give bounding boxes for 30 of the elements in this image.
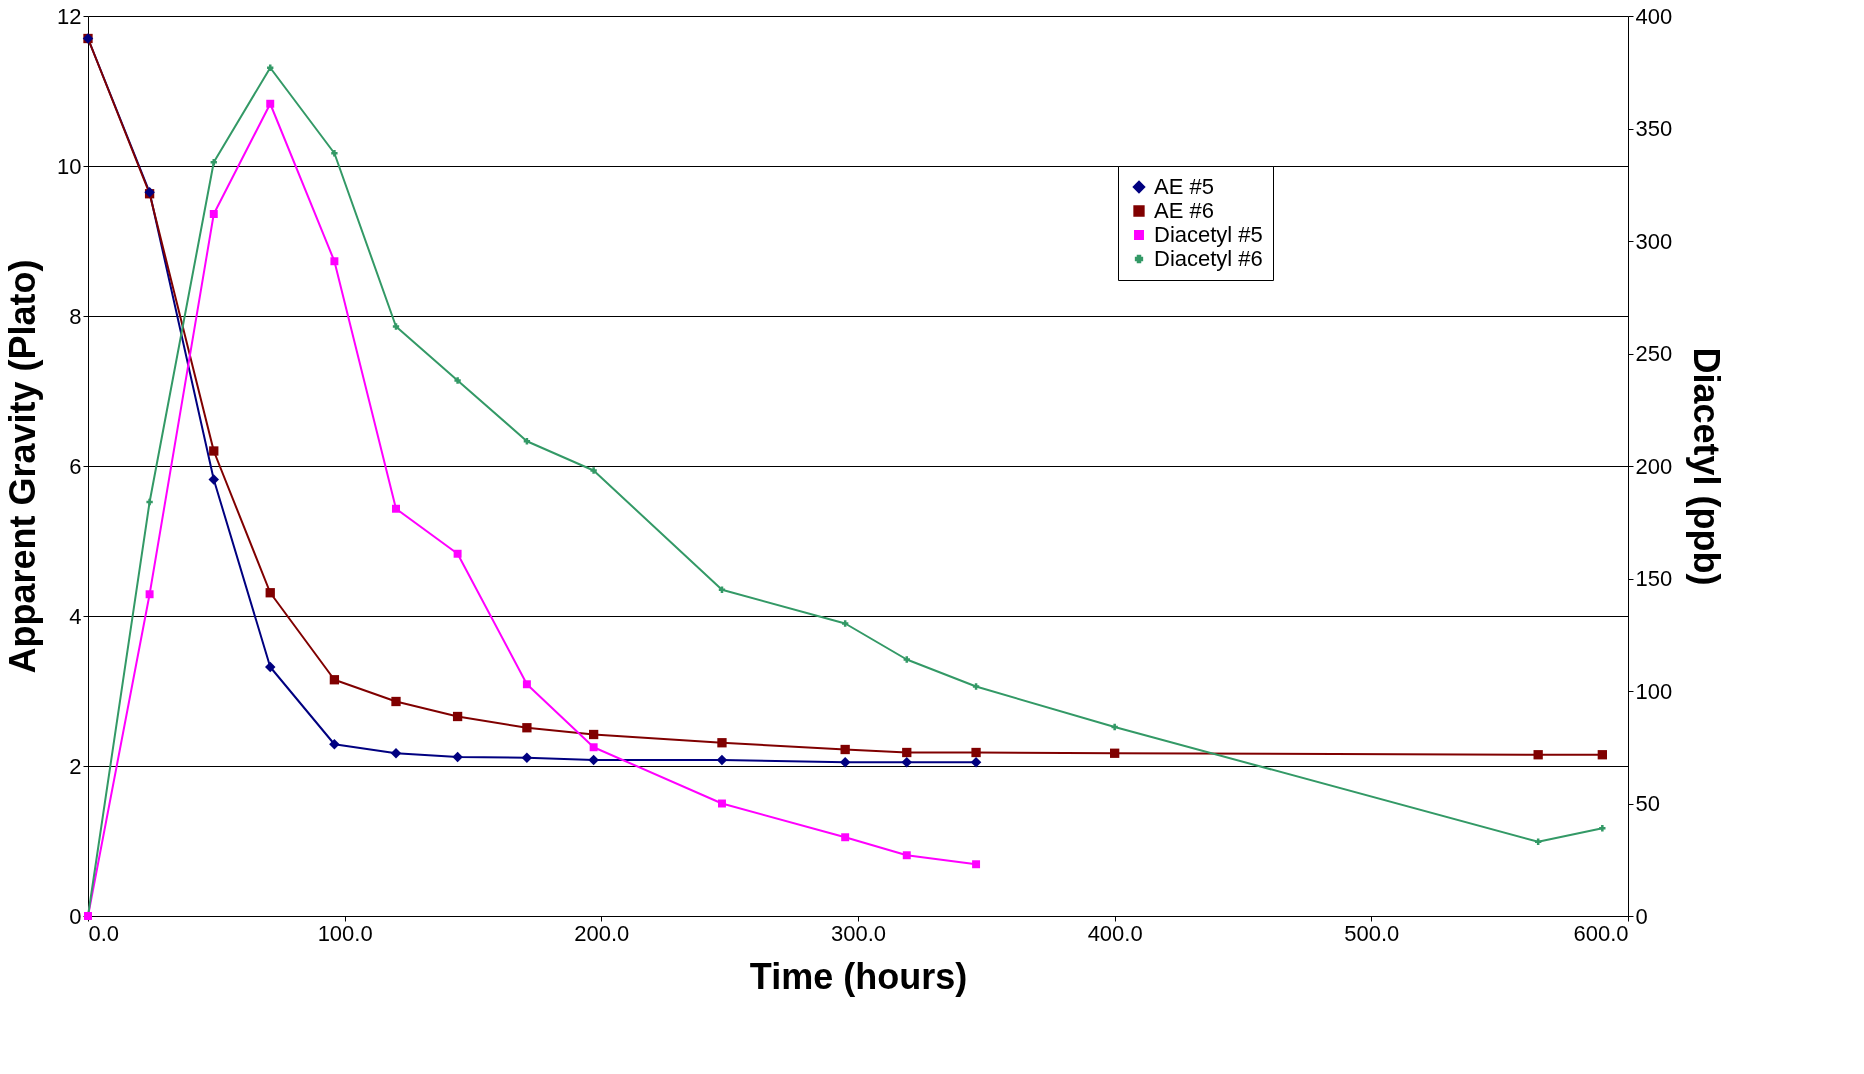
y2-tick-label: 300 (1635, 228, 1673, 254)
x-tick-label: 500.0 (1344, 920, 1400, 946)
x-axis-title: Time (hours) (749, 955, 968, 997)
x-tick-label: 600.0 (1573, 920, 1629, 946)
y-axis-title: Apparent Gravity (Plato) (2, 259, 44, 674)
y-tick-label: 8 (69, 303, 82, 329)
legend-label: AE #5 (1154, 174, 1214, 199)
x-tick-label: 300.0 (830, 920, 887, 946)
legend-label: Diacetyl #5 (1154, 222, 1263, 247)
y2-tick-label: 250 (1635, 341, 1673, 366)
y2-tick-label: 50 (1635, 791, 1660, 816)
y-tick-label: 0 (69, 903, 82, 929)
y-tick-label: 10 (57, 153, 82, 179)
y2-tick-label: 350 (1635, 116, 1673, 141)
y2-tick-label: 150 (1635, 566, 1673, 591)
x-tick-label: 0.0 (88, 920, 120, 946)
y2-tick-label: 0 (1635, 903, 1648, 929)
y-tick-label: 2 (69, 753, 82, 779)
y2-axis-title: Diacetyl (ppb) (1686, 347, 1728, 586)
y2-tick-label: 100 (1635, 678, 1673, 704)
x-tick-label: 100.0 (317, 920, 373, 946)
y-tick-label: 4 (69, 603, 82, 629)
legend-label: AE #6 (1154, 198, 1214, 223)
y2-tick-label: 400 (1635, 3, 1673, 29)
x-tick-label: 200.0 (574, 920, 630, 946)
y-tick-label: 12 (57, 3, 82, 29)
y-tick-label: 6 (69, 453, 82, 479)
y2-tick-label: 200 (1635, 453, 1673, 479)
legend-label: Diacetyl #6 (1154, 246, 1263, 271)
x-tick-label: 400.0 (1087, 920, 1143, 946)
